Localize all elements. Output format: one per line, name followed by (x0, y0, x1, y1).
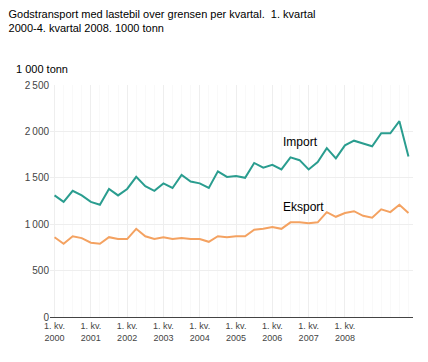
svg-text:Eksport: Eksport (283, 200, 324, 214)
svg-text:1. kv.2001: 1. kv.2001 (80, 321, 101, 343)
svg-text:0: 0 (43, 312, 49, 323)
svg-text:500: 500 (32, 265, 49, 276)
svg-text:1. kv.2002: 1. kv.2002 (117, 321, 138, 343)
svg-text:1. kv.2006: 1. kv.2006 (262, 321, 283, 343)
svg-text:Godstransport med lastebil ove: Godstransport med lastebil over grensen … (9, 8, 316, 34)
svg-text:1 000: 1 000 (25, 219, 50, 230)
svg-text:1 000 tonn: 1 000 tonn (16, 63, 68, 75)
svg-text:2 500: 2 500 (25, 80, 50, 91)
svg-text:Import: Import (283, 135, 318, 149)
svg-text:1 500: 1 500 (25, 172, 50, 183)
svg-text:1. kv.2005: 1. kv.2005 (226, 321, 247, 343)
svg-text:1. kv.2000: 1. kv.2000 (44, 321, 65, 343)
svg-text:1. kv.2008: 1. kv.2008 (335, 321, 356, 343)
svg-text:1. kv.2004: 1. kv.2004 (189, 321, 210, 343)
svg-text:1. kv.2007: 1. kv.2007 (298, 321, 319, 343)
svg-text:2 000: 2 000 (25, 126, 50, 137)
svg-text:1. kv.2003: 1. kv.2003 (153, 321, 174, 343)
